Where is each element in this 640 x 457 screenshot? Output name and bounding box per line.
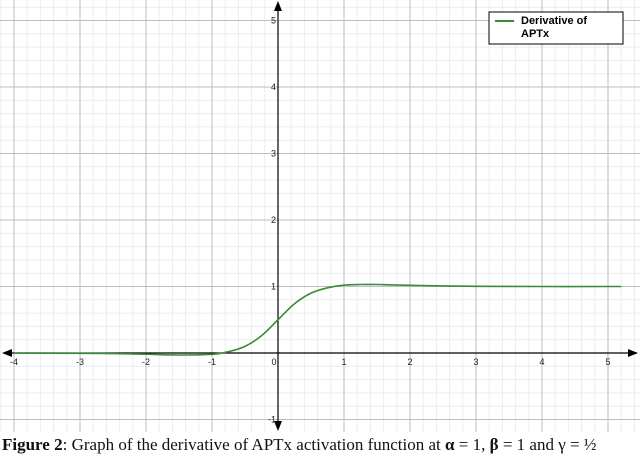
y-tick-label: 2 bbox=[271, 215, 276, 225]
caption-beta-value: = 1 and γ = ½ bbox=[498, 435, 597, 454]
y-tick-label: -1 bbox=[268, 415, 276, 425]
caption-beta: β bbox=[489, 435, 499, 454]
y-axis-arrow-top bbox=[274, 1, 282, 11]
x-tick-label: 0 bbox=[271, 357, 276, 367]
tick-labels: -4 -3 -2 -1 0 1 2 3 4 5 -1 1 2 3 4 5 bbox=[10, 16, 611, 425]
legend-label-line-2: APTx bbox=[521, 28, 550, 40]
major-grid bbox=[0, 0, 640, 432]
series-layer bbox=[13, 283, 622, 356]
legend: Derivative of APTx bbox=[488, 11, 624, 45]
caption-label: Figure 2 bbox=[2, 435, 63, 454]
y-axis-arrow-bottom bbox=[274, 421, 282, 431]
x-axis-arrow-left bbox=[2, 349, 12, 357]
x-tick-label: 1 bbox=[341, 357, 346, 367]
x-tick-label: -2 bbox=[142, 357, 150, 367]
caption-text: : Graph of the derivative of APTx activa… bbox=[62, 435, 446, 454]
y-tick-label: 3 bbox=[271, 149, 276, 159]
figure-caption: Figure 2: Graph of the derivative of APT… bbox=[2, 435, 638, 455]
y-tick-label: 1 bbox=[271, 282, 276, 292]
caption-alpha-value: = 1, bbox=[454, 435, 490, 454]
derivative-aptx-plot: -4 -3 -2 -1 0 1 2 3 4 5 -1 1 2 3 4 5 Derivative of APTx bbox=[0, 0, 640, 432]
caption-alpha: α bbox=[445, 435, 455, 454]
x-tick-label: -3 bbox=[76, 357, 84, 367]
y-tick-label: 5 bbox=[271, 16, 276, 26]
x-axis-arrow-right bbox=[628, 349, 638, 357]
x-tick-label: 5 bbox=[605, 357, 610, 367]
x-tick-label: 3 bbox=[473, 357, 478, 367]
legend-box bbox=[488, 11, 624, 45]
derivative-aptx-line bbox=[13, 283, 622, 356]
x-tick-label: 2 bbox=[407, 357, 412, 367]
minor-grid bbox=[0, 0, 640, 432]
y-tick-label: 4 bbox=[271, 82, 276, 92]
legend-label-line-1: Derivative of bbox=[521, 15, 587, 27]
x-tick-label: -1 bbox=[208, 357, 216, 367]
x-tick-label: 4 bbox=[539, 357, 544, 367]
x-tick-label: -4 bbox=[10, 357, 18, 367]
